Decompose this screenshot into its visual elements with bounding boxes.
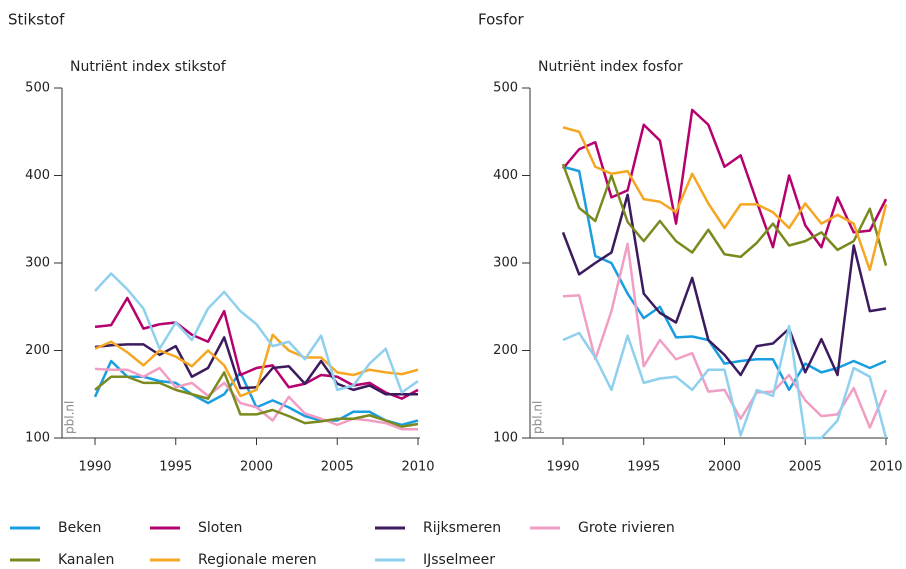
x-tick-label: 2010 (401, 460, 434, 475)
watermark: pbl.nl (531, 401, 545, 434)
series-line (562, 108, 888, 249)
y-tick-label: 100 (493, 431, 518, 446)
legend-label: Sloten (198, 520, 242, 536)
series-line (94, 296, 419, 400)
series-line (562, 126, 888, 272)
legend-label: Kanalen (58, 552, 114, 568)
y-tick-label: 400 (493, 168, 518, 183)
x-tick-label: 2000 (708, 460, 741, 475)
series-line (94, 366, 418, 431)
x-tick-label: 2005 (789, 460, 822, 475)
series-line (562, 242, 888, 429)
panel-title: Fosfor (478, 11, 525, 29)
watermark: pbl.nl (63, 401, 77, 434)
series-line (561, 193, 887, 377)
series-line (562, 324, 888, 440)
legend-label: IJsselmeer (423, 552, 495, 568)
x-tick-label: 1995 (627, 460, 660, 475)
y-axis-label: Nutriënt index stikstof (70, 59, 227, 75)
series-line (94, 371, 419, 428)
x-tick-label: 2010 (869, 460, 902, 475)
y-tick-label: 100 (25, 431, 50, 446)
x-tick-label: 2000 (240, 460, 273, 475)
legend-label: Regionale meren (198, 552, 317, 568)
y-tick-label: 500 (493, 81, 518, 96)
x-tick-label: 1995 (159, 460, 192, 475)
x-tick-label: 2005 (321, 460, 354, 475)
y-tick-label: 500 (25, 81, 50, 96)
panel-title: Stikstof (8, 11, 65, 29)
y-axis-label: Nutriënt index fosfor (538, 59, 683, 75)
y-tick-label: 300 (493, 256, 518, 271)
series-line (562, 165, 887, 392)
legend-label: Grote rivieren (578, 520, 675, 536)
legend-label: Beken (58, 520, 101, 536)
y-tick-label: 300 (25, 256, 50, 271)
series-line (561, 163, 888, 266)
x-tick-label: 1990 (546, 460, 579, 475)
y-tick-label: 400 (25, 168, 50, 183)
legend-label: Rijksmeren (423, 520, 501, 536)
series-line (94, 272, 419, 394)
y-tick-label: 200 (25, 343, 50, 358)
y-tick-label: 200 (493, 343, 518, 358)
x-tick-label: 1990 (78, 460, 111, 475)
